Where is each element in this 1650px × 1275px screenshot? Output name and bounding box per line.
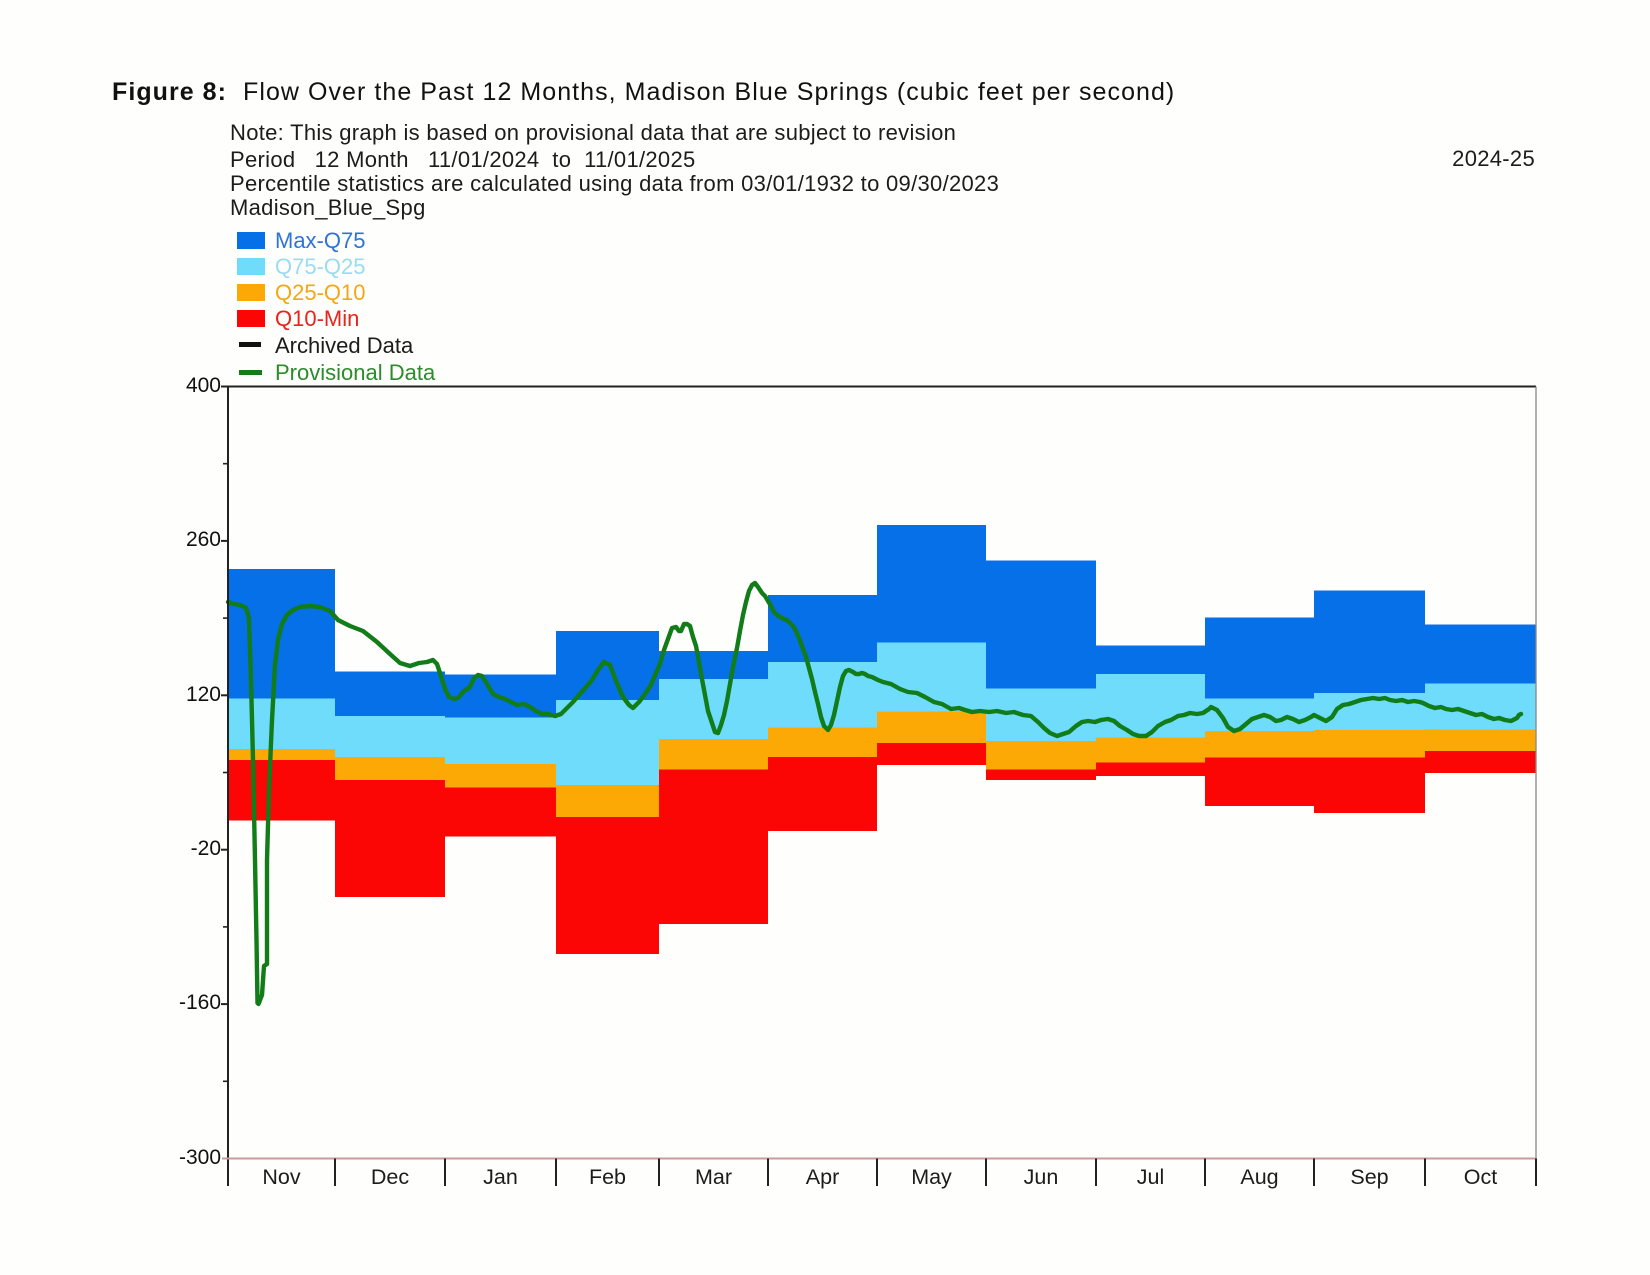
svg-text:Note: This graph is based on p: Note: This graph is based on provisional… — [230, 120, 956, 145]
svg-text:Figure 8: Flow Over the Past: Figure 8: Flow Over the Past 12 Months, … — [112, 78, 1175, 106]
svg-text:260: 260 — [186, 528, 221, 551]
svg-text:Q75-Q25: Q75-Q25 — [275, 254, 366, 279]
svg-text:Provisional Data: Provisional Data — [275, 360, 436, 385]
svg-text:-20: -20 — [191, 837, 221, 860]
svg-text:Archived Data: Archived Data — [275, 333, 414, 358]
svg-text:Q25-Q10: Q25-Q10 — [275, 280, 366, 305]
svg-text:Dec: Dec — [371, 1165, 409, 1189]
svg-text:Madison_Blue_Spg: Madison_Blue_Spg — [230, 195, 426, 220]
svg-text:Percentile statistics are calc: Percentile statistics are calculated usi… — [230, 171, 999, 196]
svg-text:Q10-Min: Q10-Min — [275, 306, 359, 331]
svg-text:Nov: Nov — [262, 1165, 300, 1189]
svg-text:Jun: Jun — [1024, 1165, 1059, 1189]
svg-text:120: 120 — [186, 683, 221, 706]
svg-text:Period 12 Month 11/01/2024: Period 12 Month 11/01/2024 to 11/01/2025 — [230, 147, 696, 172]
svg-text:Oct: Oct — [1464, 1165, 1497, 1189]
svg-text:400: 400 — [186, 374, 221, 397]
svg-text:2024-25: 2024-25 — [1452, 146, 1535, 171]
svg-text:Jul: Jul — [1137, 1165, 1164, 1189]
svg-text:Feb: Feb — [589, 1165, 626, 1189]
svg-text:Apr: Apr — [806, 1165, 839, 1189]
svg-text:Sep: Sep — [1350, 1165, 1388, 1189]
svg-text:-160: -160 — [179, 991, 221, 1014]
svg-text:Mar: Mar — [695, 1165, 732, 1189]
svg-text:Aug: Aug — [1240, 1165, 1278, 1189]
svg-text:Max-Q75: Max-Q75 — [275, 228, 365, 253]
svg-text:Jan: Jan — [483, 1165, 518, 1189]
svg-text:-300: -300 — [179, 1146, 221, 1169]
svg-text:May: May — [911, 1165, 952, 1189]
